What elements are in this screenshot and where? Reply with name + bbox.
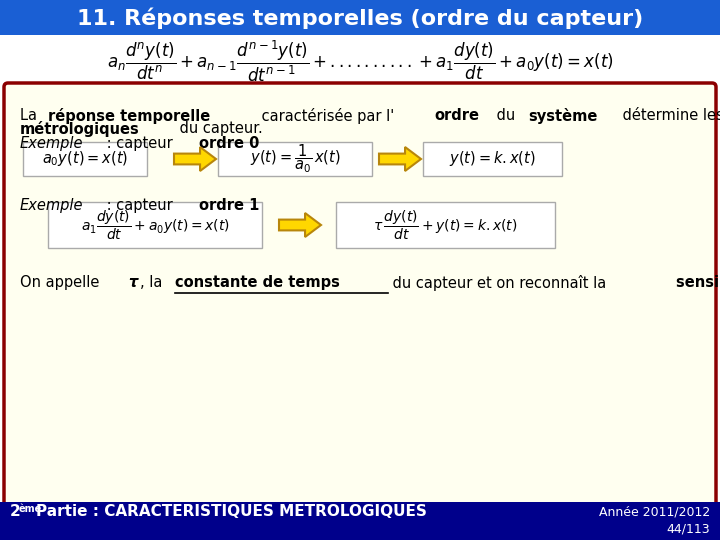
Bar <box>0 0 720 35</box>
Text: Exemple: Exemple <box>20 198 84 213</box>
FancyBboxPatch shape <box>423 142 562 176</box>
FancyBboxPatch shape <box>4 83 716 506</box>
Text: réponse temporelle: réponse temporelle <box>48 108 210 124</box>
Text: On appelle: On appelle <box>20 275 104 290</box>
Text: ordre: ordre <box>434 108 480 123</box>
Text: caractérisée par l': caractérisée par l' <box>257 108 395 124</box>
Text: La: La <box>20 108 42 123</box>
FancyBboxPatch shape <box>23 142 147 176</box>
Text: 44/113: 44/113 <box>667 523 710 536</box>
FancyArrow shape <box>174 147 216 171</box>
Text: ordre 0: ordre 0 <box>199 136 260 151</box>
Text: ème: ème <box>19 504 42 514</box>
Text: détermine les: détermine les <box>618 108 720 123</box>
Text: Partie : CARACTERISTIQUES METROLOGIQUES: Partie : CARACTERISTIQUES METROLOGIQUES <box>36 504 427 519</box>
Text: $a_1 \dfrac{dy(t)}{dt} + a_0 y(t) = x(t)$: $a_1 \dfrac{dy(t)}{dt} + a_0 y(t) = x(t)… <box>81 208 230 242</box>
Text: sensibilité: sensibilité <box>675 275 720 290</box>
Text: ordre 1: ordre 1 <box>199 198 260 213</box>
Text: du: du <box>492 108 521 123</box>
FancyBboxPatch shape <box>48 202 262 248</box>
Bar <box>0 502 720 540</box>
Text: Exemple: Exemple <box>20 136 84 151</box>
Text: du capteur et on reconnaît la: du capteur et on reconnaît la <box>388 275 611 291</box>
Text: $y(t) = \dfrac{1}{a_0}\, x(t)$: $y(t) = \dfrac{1}{a_0}\, x(t)$ <box>250 143 341 175</box>
Text: τ: τ <box>128 275 138 290</box>
Text: 11. Réponses temporelles (ordre du capteur): 11. Réponses temporelles (ordre du capte… <box>77 7 643 29</box>
Text: du capteur.: du capteur. <box>174 121 262 136</box>
Bar <box>0 35 720 85</box>
Text: 2: 2 <box>10 504 21 519</box>
Text: système: système <box>528 108 598 124</box>
FancyArrow shape <box>379 147 421 171</box>
Text: , la: , la <box>140 275 168 290</box>
FancyArrow shape <box>279 213 321 237</box>
Text: $a_0 y(t) = x(t)$: $a_0 y(t) = x(t)$ <box>42 150 128 168</box>
Text: $a_n \dfrac{d^n y(t)}{dt^n} + a_{n-1} \dfrac{d^{n-1} y(t)}{dt^{n-1}} + .........: $a_n \dfrac{d^n y(t)}{dt^n} + a_{n-1} \d… <box>107 38 613 84</box>
Text: $y(t) = k.x(t)$: $y(t) = k.x(t)$ <box>449 150 535 168</box>
Text: Année 2011/2012: Année 2011/2012 <box>599 505 710 518</box>
Text: : capteur: : capteur <box>102 198 177 213</box>
FancyBboxPatch shape <box>218 142 372 176</box>
Text: métrologiques: métrologiques <box>20 121 140 137</box>
FancyBboxPatch shape <box>336 202 555 248</box>
Text: : capteur: : capteur <box>102 136 177 151</box>
Text: $\tau\, \dfrac{dy(t)}{dt} + y(t) = k.x(t)$: $\tau\, \dfrac{dy(t)}{dt} + y(t) = k.x(t… <box>373 208 517 242</box>
Text: constante de temps: constante de temps <box>176 275 340 290</box>
